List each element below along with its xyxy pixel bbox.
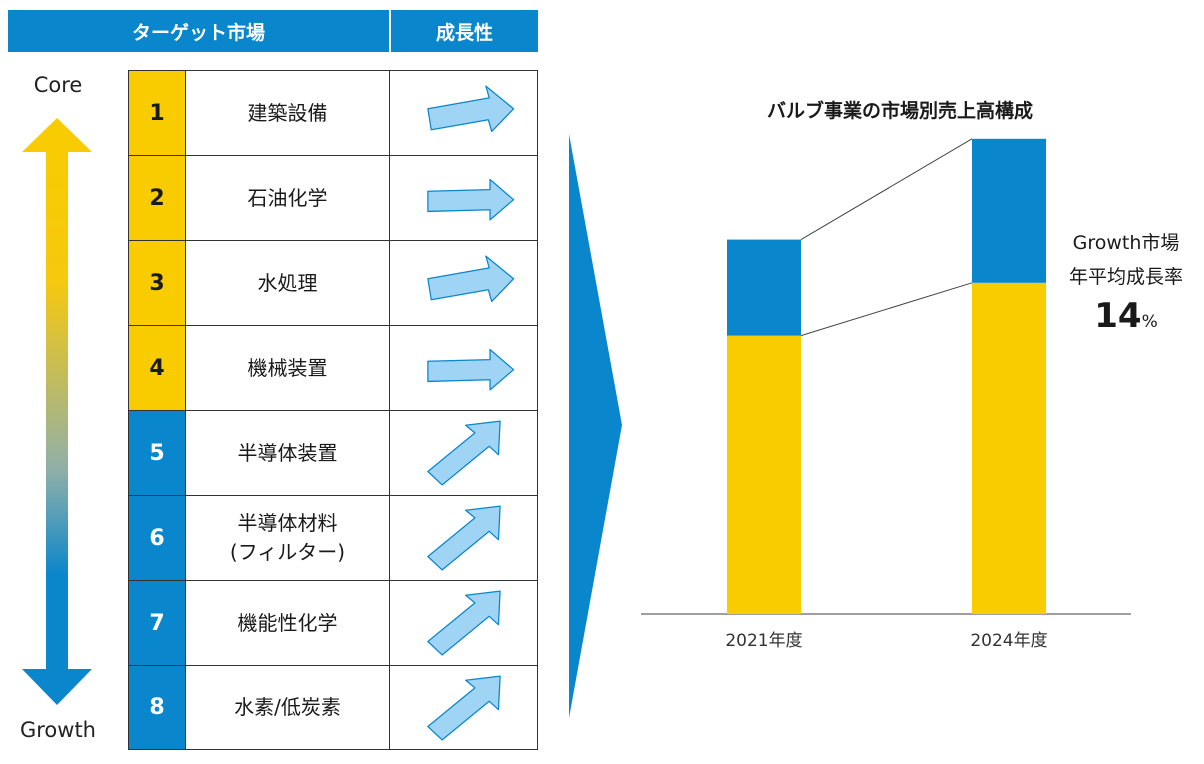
connector-line-growth (800, 138, 973, 241)
transition-chevron (569, 134, 622, 718)
market-name-line: 建築設備 (247, 100, 328, 125)
market-name: 半導体材料 (フィルター) (186, 496, 390, 580)
growth-arrow-shape (426, 255, 514, 303)
market-number: 7 (129, 581, 186, 665)
growth-arrow-icon (426, 505, 501, 571)
growth-arrow-shape (426, 505, 501, 571)
cagr-label-rate: 年平均成長率 (1068, 266, 1183, 288)
connector-line-core (800, 282, 973, 337)
growth-arrow-icon (426, 178, 514, 221)
market-name: 水素/低炭素 (186, 666, 390, 749)
market-name: 機械装置 (186, 326, 390, 410)
growth-arrow-icon (426, 255, 514, 303)
market-name-line: 水素/低炭素 (234, 695, 341, 719)
cagr-value: 14% (1055, 296, 1197, 336)
market-number: 4 (129, 326, 186, 410)
market-name: 機能性化学 (186, 581, 390, 665)
cagr-unit: % (1141, 312, 1158, 332)
growth-trend-cell (390, 71, 538, 155)
growth-arrow-shape (426, 590, 501, 656)
market-row-7: 7 機能性化学 (129, 581, 538, 666)
market-row-1: 1 建築設備 (129, 71, 538, 156)
growth-arrow-shape (426, 178, 514, 221)
market-name: 石油化学 (186, 156, 390, 240)
growth-arrow-icon (426, 420, 501, 486)
market-row-8: 8 水素/低炭素 (129, 666, 538, 750)
market-row-5: 5 半導体装置 (129, 411, 538, 496)
growth-arrow-shape (426, 420, 501, 486)
target-market-table: 1 建築設備 2 石油化学 3 水処理 4 機械装置 5 半導体装置 6 半導体材料 (フィルター) 7 機… (128, 70, 538, 750)
growth-trend-cell (390, 411, 538, 495)
growth-arrow-shape (426, 85, 514, 133)
growth-trend-cell (390, 496, 538, 580)
x-tick-label: 2024年度 (970, 631, 1047, 651)
market-name: 建築設備 (186, 71, 390, 155)
market-name-line: 水処理 (257, 270, 318, 295)
market-row-4: 4 機械装置 (129, 326, 538, 411)
growth-trend-cell (390, 581, 538, 665)
chart-title: バルブ事業の市場別売上高構成 (766, 100, 1033, 122)
market-number: 6 (129, 496, 186, 580)
growth-trend-cell (390, 666, 538, 749)
market-number: 2 (129, 156, 186, 240)
bar-growth-2 (972, 138, 1046, 283)
target-market-header: ターゲット市場 (8, 10, 389, 52)
core-growth-axis-arrow (22, 118, 92, 705)
market-row-3: 3 水処理 (129, 241, 538, 326)
growth-potential-header: 成長性 (391, 10, 538, 52)
growth-arrow-icon (426, 590, 501, 656)
core-axis-label: Core (33, 73, 83, 97)
growth-trend-cell (390, 241, 538, 325)
growth-trend-cell (390, 156, 538, 240)
market-name: 半導体装置 (186, 411, 390, 495)
x-tick-label: 2021年度 (725, 631, 802, 651)
bar-growth-1 (727, 239, 801, 336)
market-name-line: 半導体材料 (237, 511, 338, 535)
cagr-label-market: Growth市場 (1072, 232, 1180, 254)
market-number: 8 (129, 666, 186, 749)
growth-arrow-shape (426, 674, 501, 741)
market-number: 1 (129, 71, 186, 155)
growth-axis-label: Growth (19, 718, 96, 742)
market-row-2: 2 石油化学 (129, 156, 538, 241)
growth-arrow-icon (426, 85, 514, 133)
market-name-line: (フィルター) (229, 540, 346, 564)
bar-core-1 (727, 335, 801, 614)
growth-arrow-icon (426, 348, 514, 391)
growth-arrow-shape (426, 348, 514, 391)
market-name-line: 石油化学 (247, 185, 328, 210)
cagr-number: 14 (1094, 296, 1142, 336)
growth-trend-cell (390, 326, 538, 410)
market-name-line: 機能性化学 (237, 610, 338, 635)
market-number: 3 (129, 241, 186, 325)
market-name: 水処理 (186, 241, 390, 325)
growth-arrow-icon (426, 674, 501, 741)
market-name-line: 半導体装置 (237, 440, 338, 465)
market-number: 5 (129, 411, 186, 495)
market-name-line: 機械装置 (247, 355, 328, 380)
bar-core-2 (972, 282, 1046, 614)
market-row-6: 6 半導体材料 (フィルター) (129, 496, 538, 581)
